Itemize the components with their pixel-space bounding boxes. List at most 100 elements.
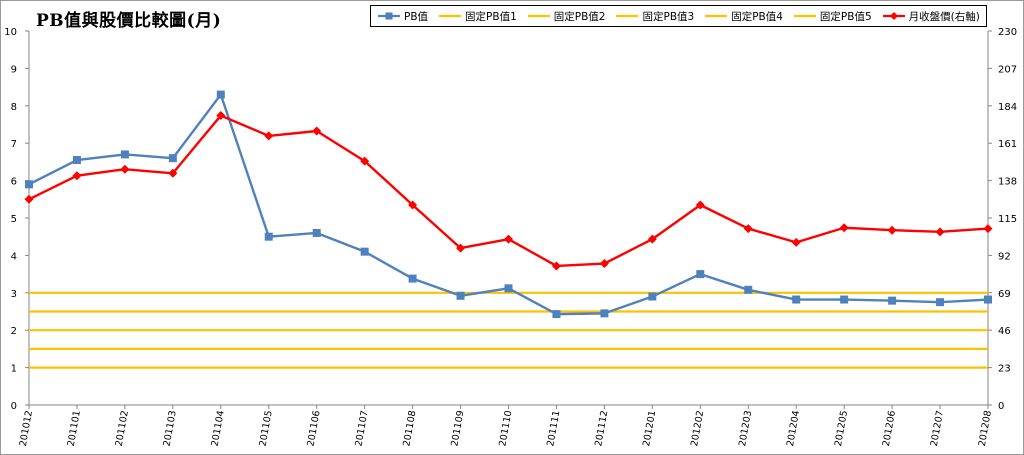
price-data-point — [216, 111, 226, 121]
price-data-point — [360, 156, 370, 166]
x-axis-tick-label: 201205 — [833, 410, 850, 448]
right-axis-tick-label: 92 — [998, 251, 1011, 262]
left-axis-tick-label: 4 — [11, 251, 17, 262]
x-axis-tick-label: 201101 — [66, 410, 83, 448]
price-data-point — [24, 194, 34, 204]
pb-data-point — [25, 180, 33, 189]
legend-swatch-icon — [616, 14, 639, 18]
right-axis-tick-label: 115 — [998, 214, 1017, 225]
x-axis-tick-label: 201107 — [353, 410, 370, 448]
left-axis-tick-label: 1 — [11, 364, 17, 375]
x-axis-tick-label: 201105 — [258, 410, 275, 448]
pb-data-point — [120, 150, 129, 159]
x-axis-tick-label: 201102 — [114, 410, 131, 448]
price-data-point — [887, 225, 897, 235]
x-axis-tick-label: 201111 — [545, 410, 562, 448]
legend-label: PB值 — [404, 10, 429, 23]
chart-title: PB值與股價比較圖(月) — [36, 11, 222, 31]
legend-label: 固定PB值1 — [465, 10, 517, 23]
legend-entry: 固定PB值2 — [527, 9, 606, 24]
legend-swatch-icon — [705, 14, 728, 18]
x-axis-tick-label: 201206 — [881, 410, 898, 448]
right-axis-tick-label: 69 — [998, 289, 1011, 300]
price-data-point — [312, 126, 322, 136]
price-data-point — [599, 259, 609, 269]
legend-swatch-icon — [439, 14, 462, 18]
pb-data-point — [312, 228, 321, 237]
left-axis-tick-label: 10 — [4, 27, 17, 38]
x-axis-tick-label: 201109 — [449, 410, 466, 448]
pb-data-point — [264, 232, 273, 241]
right-axis-tick-label: 0 — [998, 401, 1004, 412]
x-axis-tick-label: 201112 — [593, 410, 610, 448]
legend: PB值 固定PB值1 固定PB值2 固定PB值3 固定PB值4 固定PB值5 月收盤價(右軸… — [370, 5, 987, 27]
pb-data-point — [456, 291, 465, 300]
left-axis-tick-label: 0 — [11, 401, 17, 412]
price-data-point — [791, 237, 801, 247]
pb-data-point — [552, 310, 561, 319]
price-data-point — [695, 200, 705, 210]
x-axis-tick-label: 201110 — [497, 410, 514, 448]
x-axis-tick-label: 201208 — [977, 410, 994, 448]
x-axis-tick-label: 201204 — [785, 410, 802, 448]
right-axis-tick-label: 161 — [998, 139, 1017, 150]
pb-data-point — [168, 154, 177, 163]
left-axis-tick-label: 5 — [11, 214, 17, 225]
legend-entry: 固定PB值3 — [615, 9, 694, 24]
price-data-point — [504, 234, 513, 244]
pb-data-point — [600, 309, 609, 318]
legend-label: 固定PB值4 — [731, 10, 783, 23]
left-axis-tick-label: 8 — [11, 102, 17, 113]
x-axis-tick-label: 201012 — [18, 410, 35, 448]
left-axis-tick-label: 3 — [11, 289, 17, 300]
x-axis-tick-label: 201201 — [641, 410, 658, 448]
pb-data-point — [72, 156, 81, 165]
legend-entry: 月收盤價(右軸) — [882, 9, 980, 24]
x-axis-tick-label: 201106 — [306, 410, 323, 448]
x-axis-tick-label: 201203 — [737, 410, 754, 448]
pb-data-point — [792, 295, 801, 304]
legend-label: 固定PB值3 — [642, 10, 695, 23]
legend-label: 固定PB值5 — [819, 10, 872, 23]
price-data-point — [551, 261, 561, 271]
price-data-point — [72, 171, 82, 181]
right-axis-tick-label: 23 — [998, 364, 1011, 375]
right-axis-tick-label: 184 — [998, 102, 1017, 113]
legend-label: 月收盤價(右軸) — [908, 10, 980, 23]
right-axis-tick-label: 138 — [998, 177, 1017, 188]
x-axis-tick-label: 201202 — [689, 410, 706, 448]
legend-entry: 固定PB值5 — [793, 9, 872, 24]
right-axis-tick-label: 230 — [998, 27, 1017, 38]
pb-data-point — [840, 295, 849, 304]
pb-data-point — [648, 292, 657, 301]
x-axis-tick-label: 201207 — [929, 410, 946, 448]
pb-data-point — [984, 295, 992, 304]
pb-data-point — [744, 285, 753, 294]
x-axis-tick-label: 201108 — [401, 410, 418, 448]
legend-swatch-icon — [882, 12, 905, 20]
left-axis-tick-label: 9 — [11, 64, 17, 75]
pb-data-point — [360, 247, 369, 256]
left-axis-tick-label: 2 — [11, 326, 17, 337]
price-data-point — [839, 223, 849, 233]
price-data-point — [983, 224, 993, 234]
left-axis-tick-label: 7 — [11, 139, 17, 150]
legend-entry: 固定PB值4 — [704, 9, 783, 24]
pb-data-point — [696, 270, 705, 279]
legend-swatch-icon — [378, 12, 400, 20]
pb-data-point — [216, 90, 225, 99]
price-data-point — [168, 168, 178, 178]
left-axis-tick-label: 6 — [11, 177, 17, 188]
price-data-point — [120, 164, 130, 174]
pb-data-point — [936, 298, 945, 307]
legend-entry: PB值 — [377, 9, 428, 24]
price-data-point — [264, 131, 274, 141]
legend-swatch-icon — [527, 14, 550, 18]
pb-data-point — [504, 284, 513, 293]
pb-data-point — [408, 274, 417, 283]
price-data-point — [743, 224, 753, 234]
legend-label: 固定PB值2 — [553, 10, 606, 23]
pb-series-line — [28, 93, 989, 316]
price-data-point — [408, 200, 418, 210]
